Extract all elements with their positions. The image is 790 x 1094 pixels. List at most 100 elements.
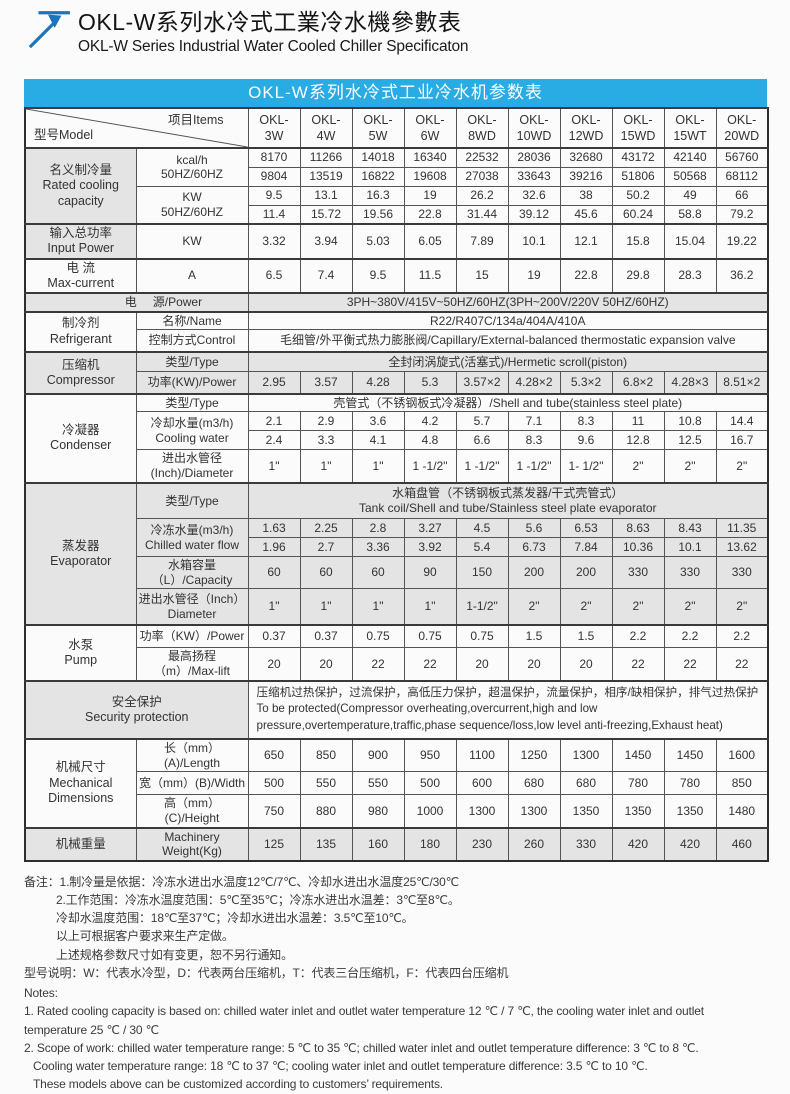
notes-en-line-5: These models above can be customized acc… [33, 1077, 443, 1092]
label-evaporator-type: 类型/Type [135, 481, 249, 520]
row-height-val-3: 1000 [403, 794, 457, 829]
model-okl-12wd: OKL- 12WD [559, 107, 613, 149]
row-max-current-val-3: 11.5 [403, 257, 457, 294]
val-condenser-type: 壳管式（不锈钢板式冷凝器）/Shell and tube(stainless s… [247, 392, 769, 413]
row-input-power: 输入总功率 Input Power KW 3.32 3.94 5.03 6.05 7.89 10… [24, 223, 769, 259]
row-cooling-water-60hz: 2.4 3.3 4.1 4.8 6.6 8.3 9.6 12.8 12.5 16.7 [25, 430, 769, 451]
row-input-power-val-6: 12.1 [559, 223, 613, 259]
row-cooling-water-50hz-val-7: 11 [611, 411, 665, 432]
row-tank-capacity-val-7: 330 [611, 556, 665, 590]
row-chilled-water-60hz-val-3: 3.92 [403, 537, 457, 558]
row-compressor-power-val-1: 3.57 [299, 371, 353, 395]
row-height-val-9: 1480 [715, 794, 769, 829]
row-max-lift-val-2: 22 [351, 647, 405, 682]
notes-cn: 备注：1.制冷量是依据：冷冻水进出水温度12℃/7℃、冷却水进出水温度25℃/3… [24, 873, 772, 982]
row-condenser-pipe-val-2: 1" [351, 449, 405, 484]
label-ampere: A [135, 257, 249, 294]
table-banner: OKL-W系列水冷式工业冷水机参数表 [24, 79, 767, 107]
row-condenser-pipe-val-8: 2" [663, 449, 717, 484]
val-compressor-type: 全封闭涡旋式(活塞式)/Hermetic scroll(piston) [247, 350, 769, 373]
row-tank-capacity-val-4: 150 [455, 556, 509, 590]
row-weight-val-5: 260 [507, 826, 561, 862]
row-condenser-pipe: 进出水管径 (Inch)/Diameter 1" 1" 1" 1 -1/2" 1 -1/2"… [25, 449, 769, 484]
page-header: OKL-W系列水冷式工業冷水機參數表 OKL-W Series Industri… [0, 0, 790, 66]
row-cooling-water-50hz-val-4: 5.7 [455, 411, 509, 432]
row-height-val-1: 880 [299, 794, 353, 829]
row-cooling-water-50hz-val-6: 8.3 [559, 411, 613, 432]
row-max-current-val-0: 6.5 [247, 257, 301, 294]
row-kcal-60hz-val-2: 16822 [351, 166, 405, 187]
row-length-val-3: 950 [403, 738, 457, 773]
row-height: 高（mm）(C)/Height 750 880 980 1000 1300 1300 1350… [25, 794, 769, 829]
row-height-val-7: 1350 [611, 794, 665, 829]
notes-en-line-2: temperature 25 ℃ / 30 ℃ [24, 1022, 159, 1037]
row-width-val-2: 550 [351, 771, 405, 796]
row-kw-50hz: KW 50HZ/60HZ 9.5 13.1 16.3 19 26.2 32.6 38 50.2 49… [25, 185, 769, 225]
page-title: OKL-W系列水冷式工業冷水機參數表 [78, 9, 462, 35]
row-condenser-pipe-val-5: 1 -1/2" [507, 449, 561, 484]
row-evaporator-pipe: 进出水管径（Inch） Diameter 1" 1" 1" 1" 1-1/2" 2" 2" 2" 2… [25, 588, 769, 626]
row-refrigerant-control: 控制方式Control 毛细管/外平衡式热力膨胀阀/Capillary/Exter… [25, 329, 769, 353]
label-control: 控制方式Control [135, 329, 249, 353]
row-max-lift-val-4: 20 [455, 647, 509, 682]
row-chilled-water-60hz-val-1: 2.7 [299, 537, 353, 558]
row-input-power-val-5: 10.1 [507, 223, 561, 259]
row-weight-val-9: 460 [715, 826, 769, 862]
row-kcal-50hz-val-4: 22532 [455, 147, 509, 168]
label-height: 高（mm）(C)/Height [135, 794, 249, 829]
row-kw-60hz-val-1: 15.72 [299, 204, 353, 225]
row-kw-60hz-val-3: 22.8 [403, 204, 457, 225]
row-length: 机械尺寸 Mechanical Dimensions 长（mm）(A)/Length 6… [24, 738, 769, 829]
model-okl-5w: OKL- 5W [351, 107, 405, 149]
row-max-current: 电 流 Max-current A 6.5 7.4 9.5 11.5 15 19 22.8 29.8… [24, 257, 769, 294]
row-length-val-8: 1450 [663, 738, 717, 773]
row-chilled-water-50hz-val-6: 6.53 [559, 518, 613, 539]
label-pump-power: 功率（KW）/Power [135, 623, 249, 649]
row-compressor-power-val-4: 3.57×2 [455, 371, 509, 395]
row-height-val-8: 1350 [663, 794, 717, 829]
model-okl-10wd: OKL- 10WD [507, 107, 561, 149]
row-max-lift-val-0: 20 [247, 647, 301, 682]
row-input-power-val-3: 6.05 [403, 223, 457, 259]
row-length-val-5: 1250 [507, 738, 561, 773]
row-width-val-1: 550 [299, 771, 353, 796]
row-tank-capacity-val-1: 60 [299, 556, 353, 590]
label-machinery-weight: Machinery Weight(Kg) [135, 826, 249, 862]
row-power-source: 电 源/Power 3PH~380V/415V~50HZ/60HZ(3PH~200V… [24, 292, 769, 313]
label-length: 长（mm）(A)/Length [135, 738, 249, 773]
row-width-val-4: 600 [455, 771, 509, 796]
row-condenser-pipe-val-4: 1 -1/2" [455, 449, 509, 484]
corner-model-label: 型号Model [34, 127, 94, 142]
row-compressor-power: 功率(KW)/Power 2.95 3.57 4.28 5.3 3.57×2 4.28×2 5… [25, 371, 769, 395]
row-max-current-val-7: 29.8 [611, 257, 665, 294]
row-kw-60hz-val-5: 39.12 [507, 204, 561, 225]
row-max-lift-val-5: 20 [507, 647, 561, 682]
row-kw-60hz-val-6: 45.6 [559, 204, 613, 225]
row-kw-50hz-val-5: 32.6 [507, 185, 561, 206]
spec-table-body: 型号Model 项目Items OKL- 3W OKL- 4W OKL- 5W OKL- 6W OK… [24, 107, 769, 862]
row-chilled-water-50hz-val-9: 11.35 [715, 518, 769, 539]
row-cooling-water-60hz-val-7: 12.8 [611, 430, 665, 451]
row-weight-val-3: 180 [403, 826, 457, 862]
row-tank-capacity-val-2: 60 [351, 556, 405, 590]
row-kcal-60hz-val-7: 51806 [611, 166, 665, 187]
row-pump-power-val-0: 0.37 [247, 623, 301, 649]
label-power-source-right: 源/Power [152, 295, 203, 309]
label-evaporator-pipe: 进出水管径（Inch） Diameter [135, 588, 249, 626]
row-width-val-7: 780 [611, 771, 665, 796]
val-control: 毛细管/外平衡式热力膨胀阀/Capillary/External-balance… [247, 329, 769, 353]
row-weight-val-6: 330 [559, 826, 613, 862]
row-cooling-water-60hz-val-4: 6.6 [455, 430, 509, 451]
row-kcal-50hz: 名义制冷量 Rated cooling capacity kcal/h 50HZ/60H… [24, 147, 769, 225]
row-pump-power-val-5: 1.5 [507, 623, 561, 649]
row-evaporator-pipe-val-9: 2" [715, 588, 769, 626]
row-kcal-50hz-val-3: 16340 [403, 147, 457, 168]
page-subtitle: OKL-W Series Industrial Water Cooled Chi… [78, 37, 469, 55]
row-input-power-val-7: 15.8 [611, 223, 665, 259]
cat-input-power: 输入总功率 Input Power [24, 223, 137, 259]
row-length-val-2: 900 [351, 738, 405, 773]
label-condenser-type: 类型/Type [135, 392, 249, 413]
notes-cn-line-1: 2.工作范围：冷冻水温度范围：5℃至35℃；冷冻水进出水温差：3℃至8℃。 [56, 893, 460, 907]
row-evaporator-pipe-val-1: 1" [299, 588, 353, 626]
row-pump-power-val-4: 0.75 [455, 623, 509, 649]
